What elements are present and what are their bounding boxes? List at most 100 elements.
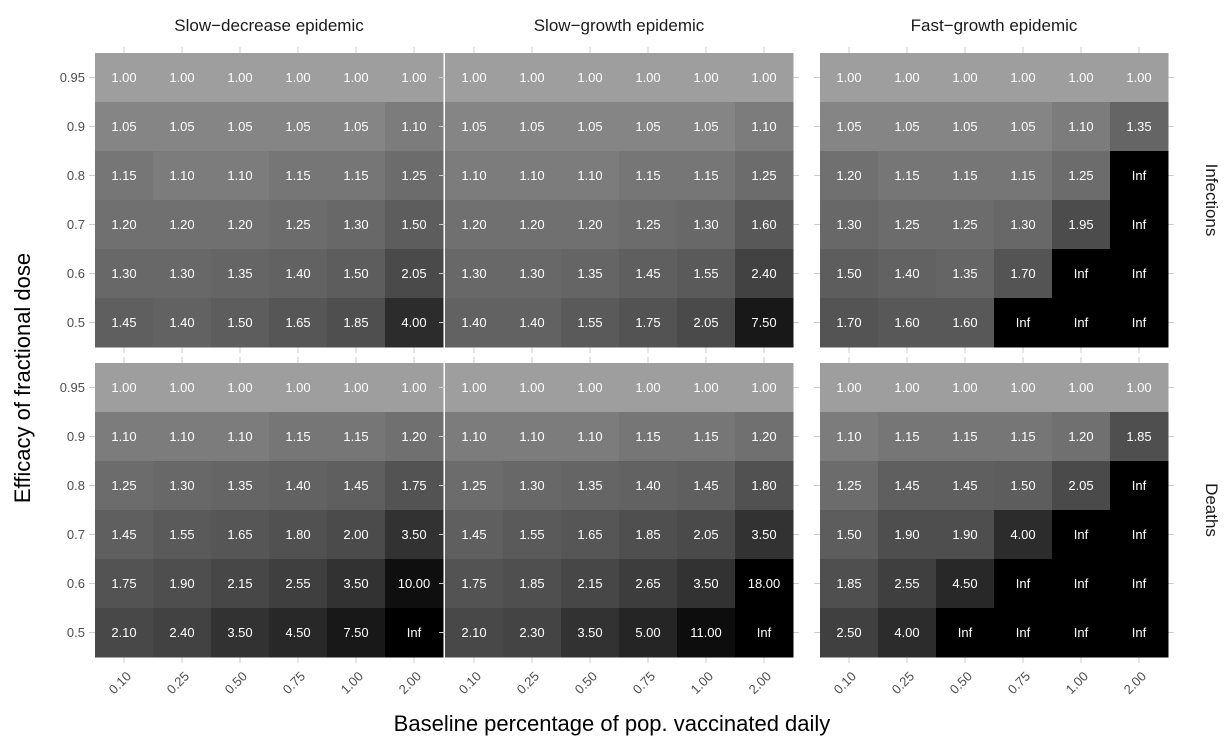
heatmap-cell [820,298,879,348]
heatmap-cell [735,559,794,609]
heatmap-cell [211,53,270,103]
heatmap-cell [95,200,154,250]
facet-column-label: Fast−growth epidemic [911,16,1078,35]
heatmap-cell [211,102,270,152]
cell-value-label: 1.10 [461,168,486,183]
cell-value-label: 1.25 [111,478,136,493]
x-tick-label: 1.00 [338,669,367,698]
y-tick-label: 0.5 [67,315,85,330]
heatmap-cell [95,363,154,413]
cell-value-label: 2.05 [1068,478,1093,493]
heatmap-cell [327,102,386,152]
heatmap-cell [95,412,154,462]
cell-value-label: 10.00 [398,576,431,591]
heatmap-cell [1110,151,1169,201]
heatmap-cell [878,608,937,658]
heatmap-cell [561,510,620,560]
heatmap-cell [269,363,328,413]
cell-value-label: Inf [1016,625,1031,640]
heatmap-cell [95,53,154,103]
heatmap-cell [1110,53,1169,103]
facet-column-label: Slow−decrease epidemic [174,16,364,35]
cell-value-label: 1.30 [693,217,718,232]
heatmap-cell [994,249,1053,299]
cell-value-label: 1.00 [635,70,660,85]
cell-value-label: 7.50 [343,625,368,640]
cell-value-label: 1.40 [519,315,544,330]
heatmap-cell [677,412,736,462]
heatmap-cell [561,363,620,413]
cell-value-label: 1.15 [693,168,718,183]
cell-value-label: 1.20 [169,217,194,232]
cell-value-label: 1.10 [401,119,426,134]
cell-value-label: 1.10 [577,168,602,183]
heatmap-cell [561,151,620,201]
cell-value-label: 3.50 [693,576,718,591]
cell-value-label: 1.25 [836,478,861,493]
heatmap-cell [269,559,328,609]
heatmap-cell [619,151,678,201]
cell-value-label: 1.00 [577,380,602,395]
cell-value-label: 1.00 [1010,380,1035,395]
heatmap-cell [1052,363,1111,413]
cell-value-label: 1.50 [227,315,252,330]
heatmap-cell [445,510,504,560]
cell-value-label: 1.85 [836,576,861,591]
cell-value-label: 1.15 [894,429,919,444]
heatmap-cell [385,53,444,103]
heatmap-cell [1110,200,1169,250]
heatmap-cell [153,249,212,299]
cell-value-label: 1.00 [952,380,977,395]
cell-value-label: 1.10 [1068,119,1093,134]
cell-value-label: 1.30 [1010,217,1035,232]
heatmap-cell [820,151,879,201]
cell-value-label: 1.35 [577,478,602,493]
heatmap-cell [1110,461,1169,511]
cell-value-label: 1.05 [169,119,194,134]
heatmap-cell [503,608,562,658]
cell-value-label: 1.10 [169,429,194,444]
heatmap-cell [153,412,212,462]
heatmap-cell [153,53,212,103]
cell-value-label: 1.10 [227,168,252,183]
heatmap-cell [269,298,328,348]
cell-value-label: 1.00 [577,70,602,85]
heatmap-cell [95,510,154,560]
cell-value-label: 1.00 [111,380,136,395]
x-tick-label: 2.00 [396,669,425,698]
heatmap-cell [445,559,504,609]
x-tick-label: 0.75 [630,669,659,698]
cell-value-label: 1.15 [111,168,136,183]
cell-value-label: 4.00 [401,315,426,330]
cell-value-label: 3.50 [577,625,602,640]
heatmap-cell [619,510,678,560]
cell-value-label: 1.85 [1126,429,1151,444]
heatmap-cell [385,559,444,609]
heatmap-cell [269,249,328,299]
cell-value-label: 2.00 [343,527,368,542]
heatmap-cell [1110,510,1169,560]
cell-value-label: Inf [1074,315,1089,330]
cell-value-label: 1.00 [751,70,776,85]
cell-value-label: 4.50 [952,576,977,591]
heatmap-cell [1052,608,1111,658]
heatmap-cell [677,151,736,201]
x-tick-label: 2.00 [1121,669,1150,698]
cell-value-label: Inf [407,625,422,640]
heatmap-cell [820,363,879,413]
heatmap-cell [503,151,562,201]
heatmap-cell [878,510,937,560]
cell-value-label: 1.30 [111,266,136,281]
heatmap-cell [936,102,995,152]
heatmap-cell [327,151,386,201]
cell-value-label: 2.40 [169,625,194,640]
cell-value-label: 1.50 [401,217,426,232]
cell-value-label: 1.40 [635,478,660,493]
x-tick-label: 0.25 [164,669,193,698]
cell-value-label: 1.05 [519,119,544,134]
cell-value-label: 1.35 [227,266,252,281]
cell-value-label: 1.05 [461,119,486,134]
heatmap-cell [385,151,444,201]
heatmap-cell [385,412,444,462]
cell-value-label: 3.50 [227,625,252,640]
